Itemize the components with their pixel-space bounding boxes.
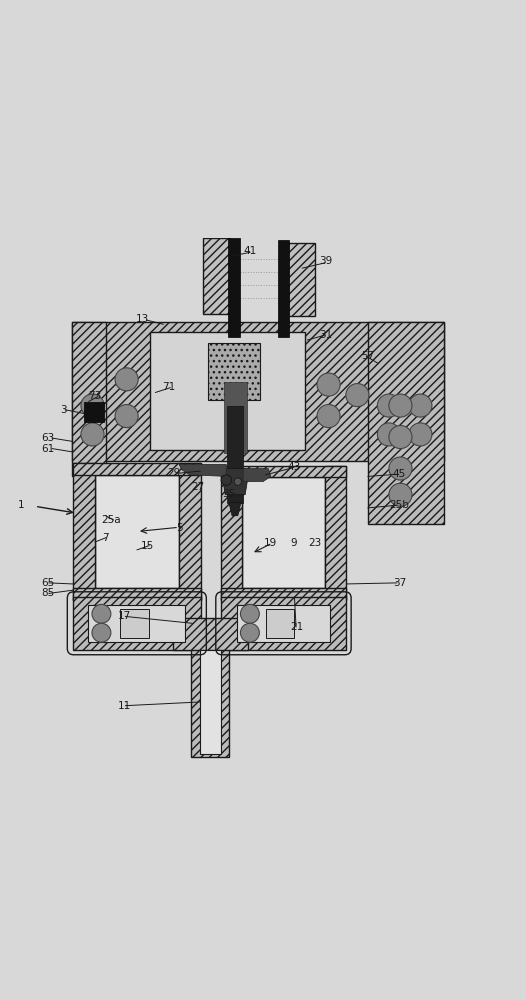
Text: 31: 31 bbox=[319, 330, 332, 340]
Circle shape bbox=[389, 394, 412, 417]
Text: 43: 43 bbox=[288, 462, 301, 472]
Text: 11: 11 bbox=[117, 701, 130, 711]
Bar bbox=[228, 238, 240, 337]
Text: 65: 65 bbox=[41, 578, 55, 588]
Bar bbox=[95, 475, 179, 588]
Polygon shape bbox=[243, 469, 271, 482]
Circle shape bbox=[81, 394, 104, 417]
Circle shape bbox=[377, 423, 400, 446]
Text: 21: 21 bbox=[290, 622, 304, 632]
Circle shape bbox=[240, 604, 259, 623]
Circle shape bbox=[317, 405, 340, 428]
Bar bbox=[221, 466, 242, 600]
Circle shape bbox=[317, 373, 340, 396]
Bar bbox=[368, 322, 444, 524]
Bar bbox=[224, 382, 247, 453]
Text: 41: 41 bbox=[243, 246, 257, 256]
Bar bbox=[242, 477, 325, 588]
Text: 9: 9 bbox=[290, 538, 297, 548]
Polygon shape bbox=[223, 469, 247, 495]
Circle shape bbox=[92, 604, 111, 623]
Text: 27: 27 bbox=[191, 482, 204, 492]
Bar bbox=[203, 238, 230, 314]
Bar bbox=[278, 240, 289, 337]
Bar bbox=[73, 463, 95, 600]
Bar bbox=[227, 406, 243, 503]
Text: 73: 73 bbox=[88, 391, 102, 401]
Circle shape bbox=[115, 368, 138, 391]
Text: 63: 63 bbox=[41, 433, 55, 443]
Bar bbox=[173, 618, 248, 650]
Text: 39: 39 bbox=[319, 256, 332, 266]
Text: 37: 37 bbox=[393, 578, 406, 588]
Bar bbox=[88, 605, 185, 642]
Circle shape bbox=[377, 394, 400, 417]
Text: 15: 15 bbox=[141, 541, 154, 551]
Bar bbox=[120, 609, 149, 638]
Circle shape bbox=[409, 394, 432, 417]
Circle shape bbox=[221, 475, 231, 485]
Text: 13: 13 bbox=[136, 314, 149, 324]
Text: 23: 23 bbox=[308, 538, 321, 548]
Bar bbox=[325, 466, 346, 600]
Circle shape bbox=[389, 457, 412, 480]
Bar bbox=[237, 605, 330, 642]
Bar bbox=[208, 343, 260, 400]
Bar bbox=[221, 597, 346, 650]
Circle shape bbox=[92, 623, 111, 642]
Bar bbox=[150, 332, 305, 450]
Bar bbox=[199, 650, 221, 754]
Text: 61: 61 bbox=[41, 444, 55, 454]
Text: 25a: 25a bbox=[101, 515, 120, 525]
Bar bbox=[288, 243, 316, 316]
Text: 3: 3 bbox=[60, 405, 67, 415]
Bar bbox=[221, 466, 346, 477]
Circle shape bbox=[389, 483, 412, 506]
Text: 19: 19 bbox=[264, 538, 278, 548]
Bar bbox=[72, 322, 444, 461]
Bar bbox=[84, 402, 104, 422]
Bar bbox=[73, 597, 201, 650]
Text: 5: 5 bbox=[176, 523, 183, 533]
Text: 85: 85 bbox=[41, 588, 55, 598]
Text: 17: 17 bbox=[117, 611, 130, 621]
Circle shape bbox=[240, 623, 259, 642]
Text: 71: 71 bbox=[162, 382, 175, 392]
Polygon shape bbox=[229, 503, 241, 516]
Circle shape bbox=[389, 426, 412, 449]
Bar bbox=[221, 588, 346, 600]
Circle shape bbox=[409, 423, 432, 446]
Bar bbox=[179, 463, 201, 600]
Circle shape bbox=[346, 384, 369, 407]
Circle shape bbox=[81, 423, 104, 446]
Bar bbox=[191, 647, 229, 757]
Text: 7: 7 bbox=[102, 533, 109, 543]
Text: 29: 29 bbox=[167, 468, 180, 478]
Text: 57: 57 bbox=[361, 351, 375, 361]
Text: 25b: 25b bbox=[389, 500, 409, 510]
Text: 45: 45 bbox=[393, 469, 406, 479]
Text: 35: 35 bbox=[222, 489, 236, 499]
Polygon shape bbox=[179, 464, 226, 476]
Text: 1: 1 bbox=[17, 500, 24, 510]
Circle shape bbox=[234, 478, 241, 485]
Bar bbox=[73, 588, 201, 600]
Bar bbox=[73, 463, 201, 475]
Bar bbox=[266, 609, 295, 638]
Circle shape bbox=[115, 405, 138, 428]
Bar bbox=[72, 322, 106, 476]
